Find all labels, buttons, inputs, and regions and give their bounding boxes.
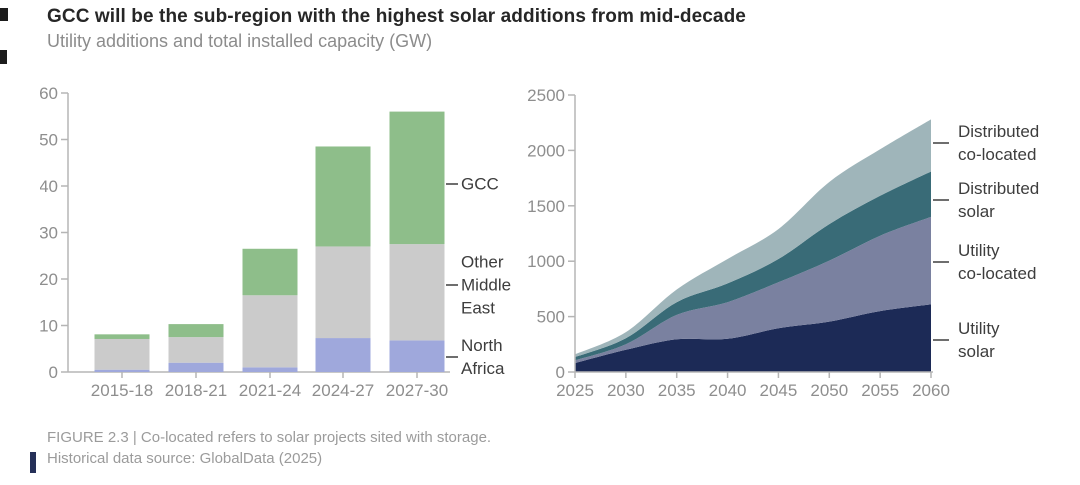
y-axis-tick-label: 30 <box>40 224 58 243</box>
segment-label-utility-solar: Utility solar <box>958 318 1000 361</box>
bar-segment-other-middle-east <box>315 246 371 339</box>
edge-artifact <box>0 8 8 21</box>
area-layer-distributed-co-located <box>575 119 931 358</box>
area-layer-utility-co-located <box>575 216 931 364</box>
x-axis-tick-label: 2055 <box>861 381 899 400</box>
bar-segment-other-middle-east <box>242 295 298 368</box>
x-axis-tick-label: 2045 <box>760 381 798 400</box>
bar-segment-gcc <box>94 334 150 339</box>
x-axis-tick-label: 2024-27 <box>312 381 374 400</box>
segment-dash-utility-solar <box>933 338 949 341</box>
bar-segment-other-middle-east <box>168 337 224 363</box>
edge-artifact <box>0 50 7 64</box>
y-axis-tick-label: 20 <box>40 270 58 289</box>
segment-dash-distributed-solar <box>933 199 949 202</box>
y-axis-tick-label: 60 <box>40 84 58 103</box>
bar-segment-north-africa <box>315 338 371 372</box>
region-label-other-middle-east: Other Middle East <box>461 252 512 318</box>
area-layer-distributed-solar <box>575 171 931 361</box>
region-dash-gcc <box>446 182 458 185</box>
x-axis-tick-label: 2027-30 <box>386 381 448 400</box>
bar-segment-north-africa <box>168 362 224 372</box>
edge-artifact <box>30 452 36 473</box>
region-dash-north-africa <box>446 356 458 359</box>
region-label-gcc: GCC <box>461 174 499 194</box>
x-axis-tick-label: 2018-21 <box>165 381 227 400</box>
y-axis-tick-label: 500 <box>537 308 565 327</box>
x-axis-tick-label: 2025 <box>556 381 594 400</box>
segment-label-utility-co-located: Utility co-located <box>958 241 1037 284</box>
y-axis-tick-label: 2000 <box>527 141 565 160</box>
x-axis-tick-label: 2040 <box>709 381 747 400</box>
bar-segment-north-africa <box>94 369 150 372</box>
region-dash-other-middle-east <box>446 284 458 287</box>
figure-source: Historical data source: GlobalData (2025… <box>47 450 323 467</box>
bar-segment-other-middle-east <box>389 244 445 341</box>
x-axis-tick-label: 2021-24 <box>239 381 301 400</box>
figure-caption: FIGURE 2.3 | Co-located refers to solar … <box>47 429 492 446</box>
bar-segment-north-africa <box>389 340 445 372</box>
y-axis-tick-label: 2500 <box>527 86 565 105</box>
figure-subtitle: Utility additions and total installed ca… <box>47 31 433 51</box>
y-axis-tick-label: 0 <box>556 363 565 382</box>
y-axis-tick-label: 10 <box>40 317 58 336</box>
y-axis-tick-label: 0 <box>49 363 58 382</box>
x-axis-tick-label: 2060 <box>912 381 950 400</box>
segment-label-distributed-solar: Distributed solar <box>958 179 1040 222</box>
bar-segment-other-middle-east <box>94 338 150 370</box>
region-label-north-africa: North Africa <box>461 336 505 379</box>
installed-capacity-area-chart: 0 500 1000 1500 2000 2500 2025 2030 2035 2040 2045… <box>527 86 950 400</box>
bar-segment-gcc <box>389 111 445 245</box>
x-axis-tick-label: 2050 <box>810 381 848 400</box>
bar-segment-gcc <box>242 248 298 296</box>
y-axis-tick-label: 40 <box>40 177 58 196</box>
y-axis-tick-label: 1500 <box>527 197 565 216</box>
figure-title: GCC will be the sub-region with the high… <box>47 6 746 27</box>
segment-label-distributed-co-located: Distributed co-located <box>958 122 1040 165</box>
bar-segment-gcc <box>315 146 371 247</box>
x-axis-tick-label: 2015-18 <box>91 381 153 400</box>
bar-segment-gcc <box>168 324 224 338</box>
utility-additions-bar-chart: 0 10 20 30 40 50 60 2015-18 2018-21 2021-24 2024-2… <box>40 84 450 400</box>
area-layer-utility-solar <box>575 304 931 372</box>
segment-dash-distributed-co-located <box>933 142 949 145</box>
y-axis-tick-label: 1000 <box>527 252 565 271</box>
y-axis-tick-label: 50 <box>40 131 58 150</box>
x-axis-tick-label: 2035 <box>658 381 696 400</box>
segment-dash-utility-co-located <box>933 261 949 264</box>
x-axis-tick-label: 2030 <box>607 381 645 400</box>
bar-segment-north-africa <box>242 367 298 372</box>
